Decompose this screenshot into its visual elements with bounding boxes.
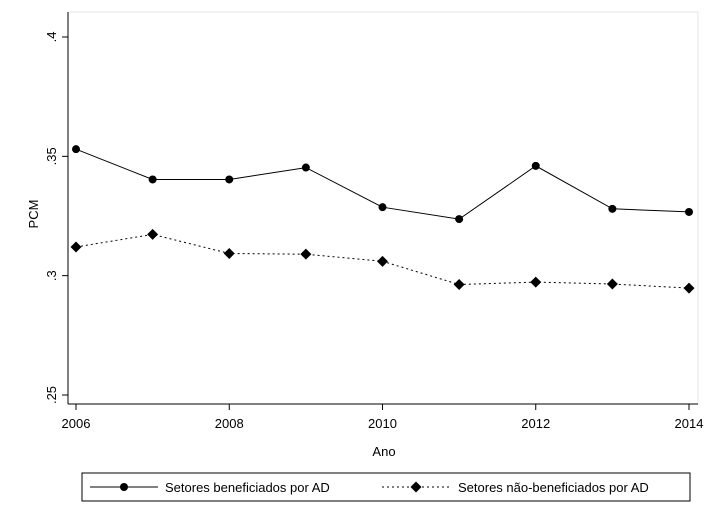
- data-point-diamond: [683, 282, 695, 294]
- data-point-diamond: [453, 278, 465, 290]
- legend-marker-diamond: [410, 481, 422, 493]
- data-point-circle: [148, 175, 157, 184]
- data-point-diamond: [70, 241, 82, 253]
- x-tick-label: 2014: [675, 416, 704, 431]
- data-point-diamond: [377, 255, 388, 267]
- legend-box: [81, 472, 691, 502]
- data-point-circle: [455, 215, 464, 224]
- legend-label-beneficiados: Setores beneficiados por AD: [165, 480, 330, 495]
- x-tick-label: 2012: [521, 416, 550, 431]
- x-axis-title: Ano: [372, 444, 395, 459]
- y-axis-ticks: .25 .3 .35 .4: [44, 32, 68, 404]
- data-point-circle: [685, 207, 693, 216]
- x-tick-label: 2008: [215, 416, 244, 431]
- data-point-circle: [608, 204, 617, 213]
- data-point-circle: [301, 163, 310, 172]
- x-axis-ticks: 2006 2008 2010 2012 2014: [62, 404, 704, 431]
- data-point-circle: [225, 175, 234, 184]
- data-point-diamond: [530, 276, 542, 288]
- y-axis-title: PCM: [26, 200, 41, 229]
- y-tick-label: .35: [44, 147, 59, 165]
- series-layer: [70, 145, 695, 294]
- data-point-diamond: [223, 247, 235, 259]
- x-tick-label: 2006: [62, 416, 91, 431]
- x-tick-label: 2010: [368, 416, 397, 431]
- data-point-diamond: [147, 228, 159, 240]
- data-point-circle: [531, 161, 540, 170]
- legend-marker-circle: [120, 483, 128, 491]
- legend-label-nao-beneficiados: Setores não-beneficiados por AD: [458, 480, 649, 495]
- y-tick-label: .3: [44, 270, 59, 281]
- data-point-circle: [378, 203, 387, 212]
- legend: Setores beneficiados por AD Setores não-…: [81, 472, 691, 502]
- data-point-circle: [72, 145, 80, 154]
- data-point-diamond: [606, 278, 618, 290]
- y-tick-label: .4: [44, 32, 59, 43]
- y-tick-label: .25: [44, 386, 59, 404]
- data-point-diamond: [300, 248, 312, 260]
